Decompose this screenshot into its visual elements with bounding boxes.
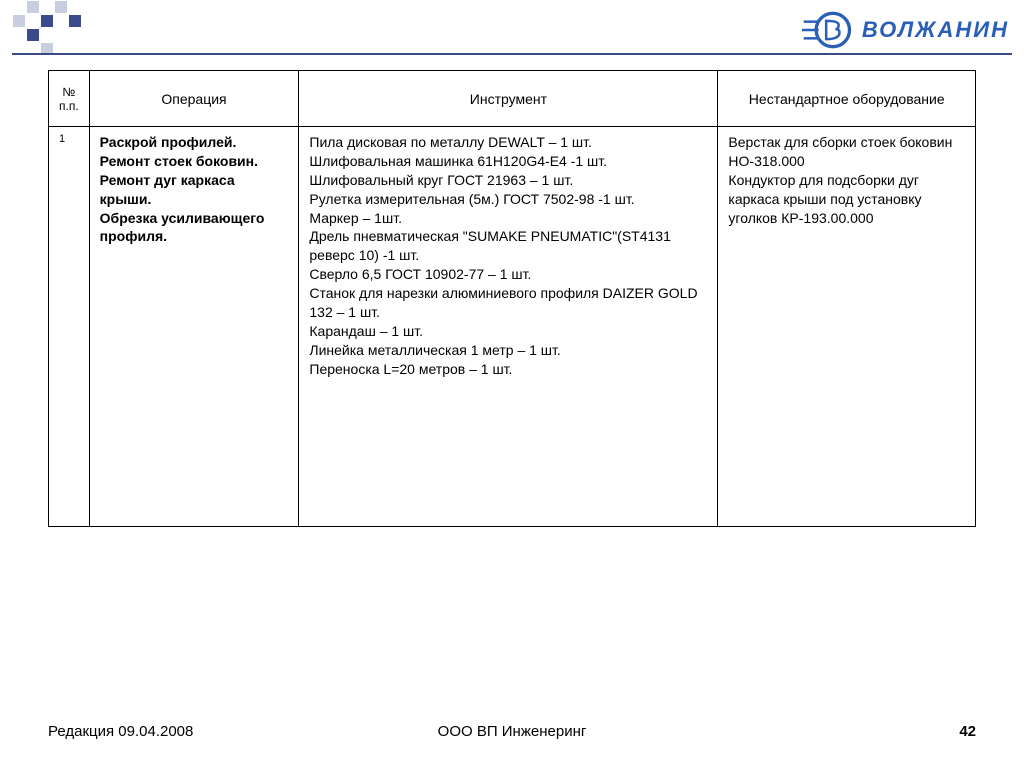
cell-equipment: Верстак для сборки стоек боковин НО-318.…: [718, 127, 976, 527]
decorative-squares: [12, 0, 82, 56]
brand-logo-icon: [802, 5, 852, 55]
col-header-num: № п.п.: [49, 71, 90, 127]
brand-text: ВОЛЖАНИН: [862, 17, 1009, 43]
footer-company: ООО ВП Инженеринг: [0, 723, 1024, 740]
operations-table: № п.п. Операция Инструмент Нестандартное…: [48, 70, 976, 527]
cell-operation: Раскрой профилей. Ремонт стоек боковин. …: [89, 127, 299, 527]
table-row: 1 Раскрой профилей. Ремонт стоек боковин…: [49, 127, 976, 527]
brand-logo-wrap: ВОЛЖАНИН: [802, 5, 1009, 55]
col-header-instrument: Инструмент: [299, 71, 718, 127]
col-header-operation: Операция: [89, 71, 299, 127]
table-header-row: № п.п. Операция Инструмент Нестандартное…: [49, 71, 976, 127]
cell-instrument: Пила дисковая по металлу DEWALT – 1 шт. …: [299, 127, 718, 527]
col-header-equipment: Нестандартное оборудование: [718, 71, 976, 127]
footer-page-number: 42: [959, 723, 976, 740]
cell-num: 1: [49, 127, 90, 527]
